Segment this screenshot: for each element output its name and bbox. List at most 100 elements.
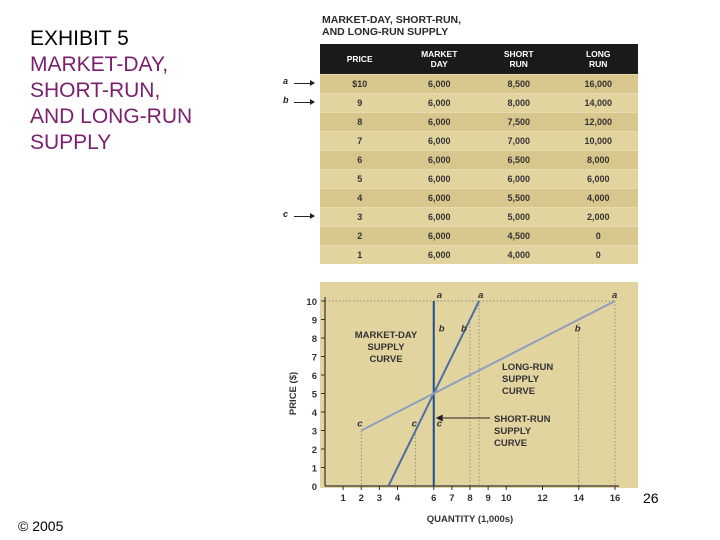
table-cell: 6,000: [399, 74, 479, 94]
header-short-run: SHORT RUN: [479, 44, 559, 75]
table-cell: 2: [320, 226, 400, 246]
exhibit-subtitle-line: SHORT-RUN,: [30, 79, 161, 102]
curve-label: MARKET-DAY: [355, 330, 418, 341]
table-header-row: PRICE MARKET DAY SHORT RUN LONG RUN: [320, 44, 638, 75]
table-row: 8 6,000 7,500 12,000: [320, 112, 638, 132]
curve-label: SHORT-RUN: [494, 414, 551, 425]
x-tick-label: 10: [501, 493, 512, 504]
x-tick-label: 7: [449, 493, 454, 504]
table-cell: 6,000: [399, 150, 479, 170]
y-tick-label: 9: [312, 316, 317, 327]
header-line: MARKET: [421, 49, 458, 59]
table-cell: 6,000: [399, 131, 479, 151]
curve-label: CURVE: [494, 438, 527, 449]
table-row: 7 6,000 7,000 10,000: [320, 131, 638, 151]
table-cell: 4,500: [479, 226, 559, 246]
table-row: 5 6,000 6,000 6,000: [320, 169, 638, 189]
table-title-line: AND LONG-RUN SUPPLY: [322, 26, 449, 38]
table-cell: 6,500: [479, 150, 559, 170]
table-cell: 1: [320, 245, 400, 264]
table-cell: 6,000: [479, 169, 559, 189]
curve-label: CURVE: [369, 354, 402, 365]
table-cell: 6,000: [399, 226, 479, 246]
curve-label: LONG-RUN: [502, 362, 553, 373]
table-cell: 5,500: [479, 188, 559, 208]
table-cell: 6,000: [399, 112, 479, 132]
y-tick-label: 2: [312, 445, 317, 456]
table-cell: 4: [320, 188, 400, 208]
point-label: c: [437, 419, 443, 430]
point-label: a: [437, 290, 442, 301]
header-price-label: PRICE: [346, 54, 373, 64]
table-cell: 4,000: [479, 245, 559, 264]
y-tick-label: 3: [312, 427, 317, 438]
table-cell: 6,000: [399, 169, 479, 189]
point-label: b: [575, 324, 581, 335]
point-label: a: [612, 290, 617, 301]
header-line: LONG: [585, 49, 611, 59]
header-long-run: LONG RUN: [558, 44, 638, 75]
supply-table-panel: PRICE MARKET DAY SHORT RUN LONG RUN $10 6,00…: [320, 44, 638, 264]
exhibit-subtitle-line: SUPPLY: [30, 131, 112, 154]
header-line: SHORT: [503, 49, 534, 59]
row-marker-label: c: [283, 208, 289, 219]
x-axis-label: QUANTITY (1,000s): [427, 514, 513, 525]
table-cell: 8: [320, 112, 400, 132]
table-row: 9 6,000 8,000 14,000: [320, 93, 638, 113]
table-cell: 6,000: [399, 245, 479, 264]
x-tick-label: 4: [395, 493, 401, 504]
header-line: DAY: [430, 59, 448, 69]
page-number: 26: [643, 490, 659, 506]
table-cell: 7,000: [479, 131, 559, 151]
annotation-arrowhead: [435, 414, 443, 422]
table-cell: 4,000: [558, 188, 638, 208]
point-label: c: [412, 419, 418, 430]
table-cell: 3: [320, 207, 400, 227]
table-cell: 6,000: [558, 169, 638, 189]
table-cell: 16,000: [558, 74, 638, 94]
header-line: RUN: [589, 59, 608, 69]
row-marker-arrow: [294, 212, 315, 219]
x-tick-label: 12: [537, 493, 548, 504]
exhibit-subtitle-line: MARKET-DAY,: [30, 53, 169, 76]
table-cell: 6,000: [399, 207, 479, 227]
row-marker-label: a: [283, 76, 289, 87]
y-tick-label: 5: [312, 390, 318, 401]
header-line: RUN: [509, 59, 528, 69]
table-cell: 5: [320, 169, 400, 189]
table-cell: 7,500: [479, 112, 559, 132]
table-row: 4 6,000 5,500 4,000: [320, 188, 638, 208]
table-title: MARKET-DAY, SHORT-RUN, AND LONG-RUN SUPP…: [322, 14, 461, 38]
table-cell: $10: [320, 74, 400, 94]
table-cell: 8,500: [479, 74, 559, 94]
table-title-line: MARKET-DAY, SHORT-RUN,: [322, 14, 462, 26]
y-tick-label: 7: [312, 353, 317, 364]
y-axis-label: PRICE ($): [288, 372, 299, 415]
point-label: c: [357, 419, 363, 430]
table-cell: 6,000: [399, 93, 479, 113]
y-tick-label: 0: [312, 482, 317, 493]
x-tick-label: 6: [431, 493, 436, 504]
table-cell: 6: [320, 150, 400, 170]
table-cell: 7: [320, 131, 400, 151]
table-cell: 2,000: [558, 207, 638, 227]
x-tick-label: 14: [573, 493, 584, 504]
row-marker-label: b: [283, 95, 289, 106]
x-tick-label: 2: [359, 493, 364, 504]
point-label: a: [478, 290, 483, 301]
table-cell: 9: [320, 93, 400, 113]
y-tick-label: 8: [312, 334, 317, 345]
header-price: PRICE: [320, 44, 400, 75]
x-tick-label: 1: [340, 493, 346, 504]
curve-label: SUPPLY: [494, 426, 532, 437]
table-row: 3 6,000 5,000 2,000: [320, 207, 638, 227]
exhibit-subtitle-line: AND LONG-RUN: [30, 105, 193, 128]
supply-table: PRICE MARKET DAY SHORT RUN LONG RUN $10 6,00…: [320, 44, 638, 264]
y-tick-label: 1: [312, 464, 318, 475]
y-tick-label: 6: [312, 371, 317, 382]
table-cell: 6,000: [399, 188, 479, 208]
table-cell: 10,000: [558, 131, 638, 151]
x-tick-label: 9: [485, 493, 490, 504]
table-cell: 12,000: [558, 112, 638, 132]
